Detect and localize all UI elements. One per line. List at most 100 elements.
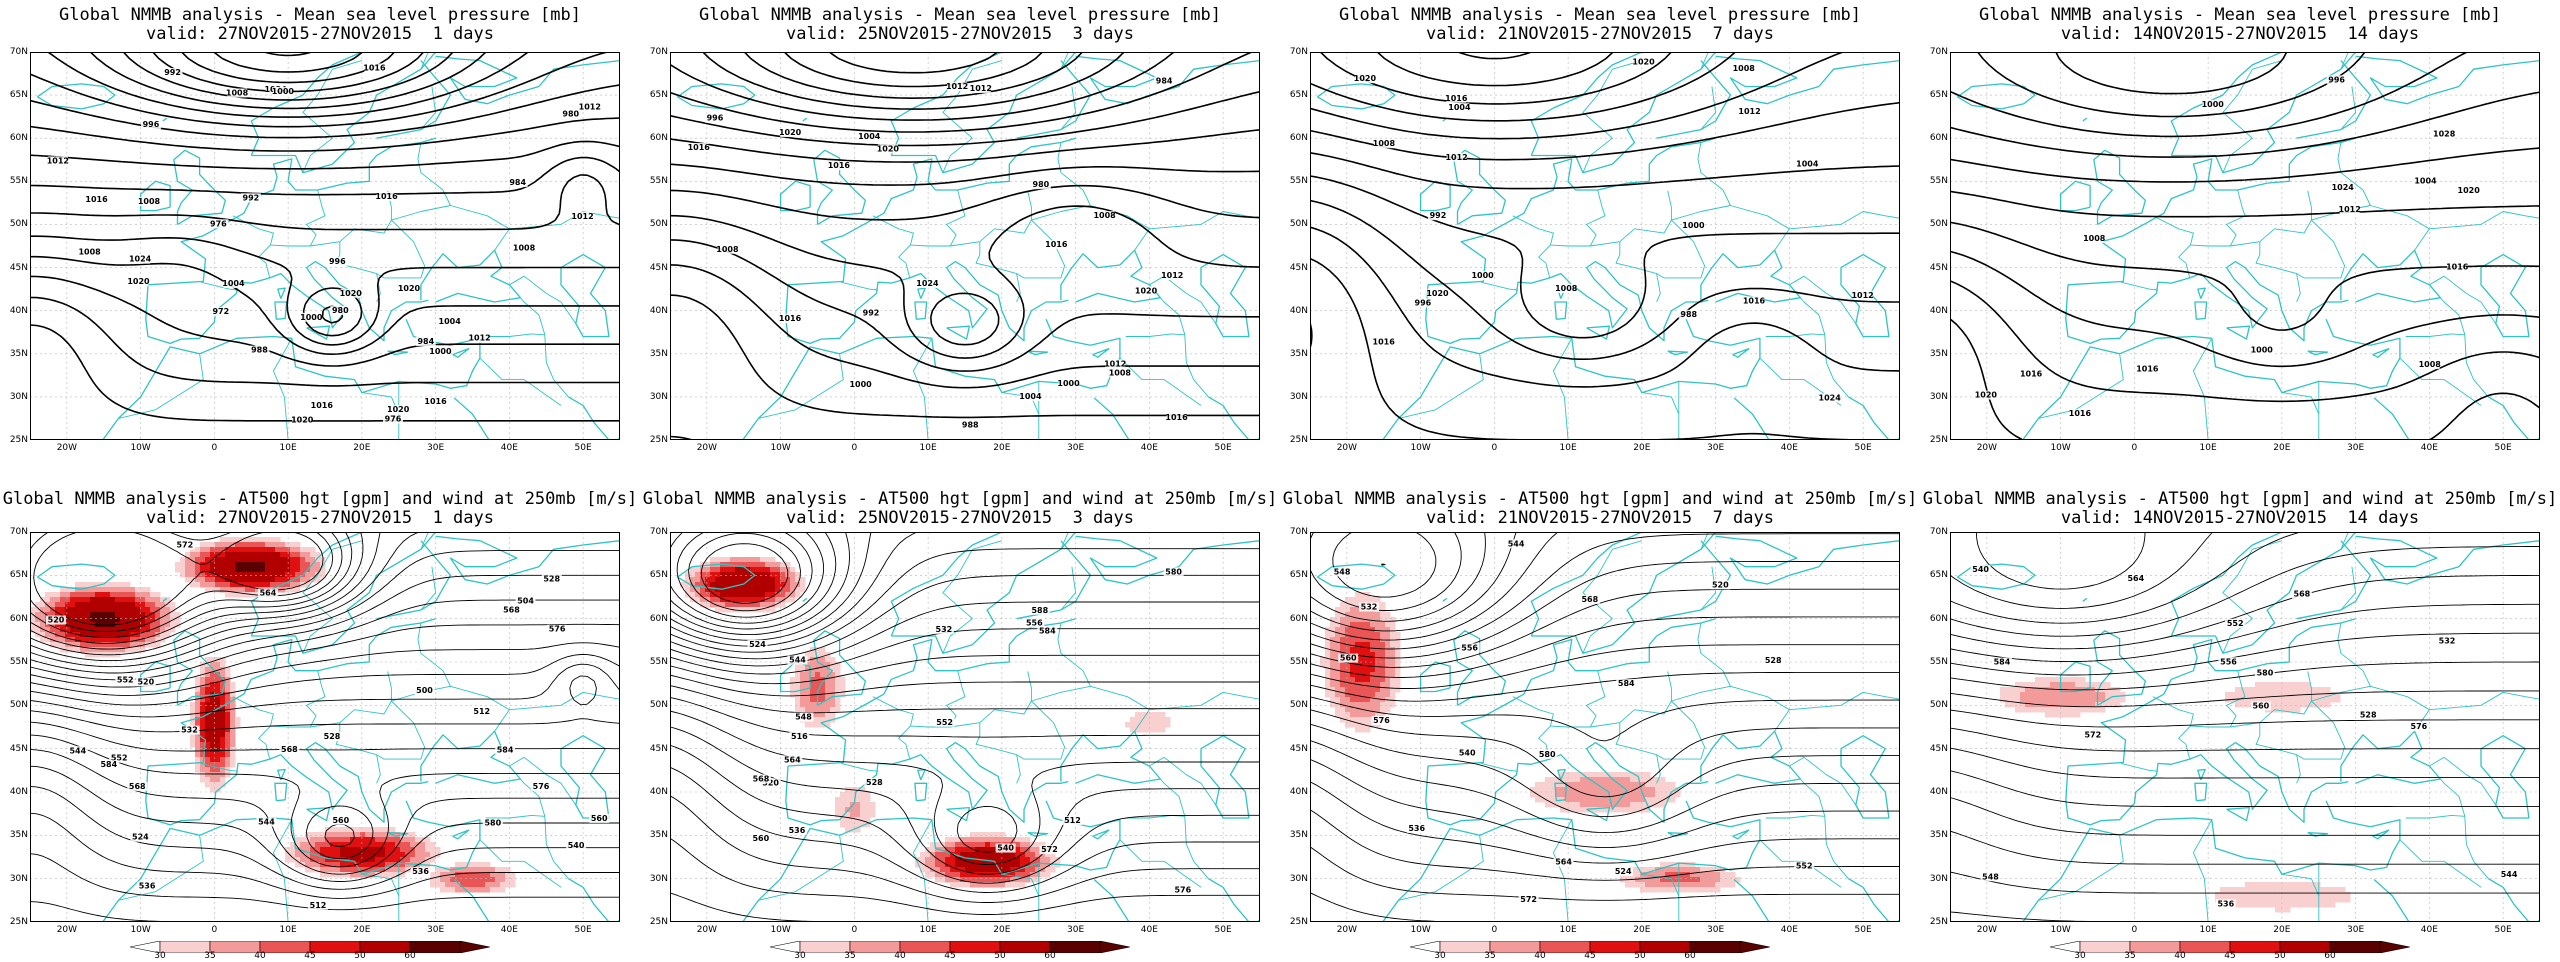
contour-584 [1950,911,2307,922]
contour-572 [1950,797,2540,836]
contour-576 [30,812,620,899]
contour-label: 1000 [300,313,323,322]
lon-tick-label: 50E [2494,443,2512,453]
lat-tick-label: 55N [9,176,28,187]
contour-528 [1310,533,1900,650]
contour-label: 976 [385,415,402,424]
contour-label: 548 [1334,567,1351,576]
contour-label: 1020 [387,405,410,414]
contour-label: 1016 [2020,369,2043,378]
contour-584 [30,901,209,922]
contour-label: 576 [1174,885,1191,894]
contour-label: 1008 [2419,360,2442,369]
contour-label: 516 [791,732,808,741]
contour-968 [213,52,363,73]
contour-label: 524 [1615,867,1632,876]
contour-label: 556 [1461,643,1478,652]
contour-1016 [1950,221,2540,331]
lon-tick-label: 20E [993,925,1011,935]
map-panel-mslp-2: Global NMMB analysis - Mean sea level pr… [640,0,1280,470]
contour-980 [783,52,1043,88]
wind-colorbar: 30 35 40 45 50 60 [1409,938,1790,962]
contour-548 [1310,671,1900,702]
lat-tick-label: 55N [649,176,668,187]
lat-tick-label: 70N [1289,527,1308,537]
colorbar-tick-label: 60 [1684,951,1696,961]
lon-tick-label: 50E [1214,925,1232,935]
lon-tick-label: 50E [2494,925,2512,935]
colorbar-tick-label: 45 [944,951,956,961]
panel-valid-date: valid: 21NOV2015-27NOV2015 7 days [1426,508,1774,528]
lat-tick-label: 45N [9,262,28,273]
lat-tick-label: 55N [1929,657,1948,667]
contour-1012 [1950,190,2540,218]
contour-label: 584 [1618,679,1635,688]
contour-1000 [30,117,620,152]
lat-tick-label: 60N [1289,133,1308,144]
lat-tick-label: 55N [1929,176,1948,187]
lon-tick-label: 20W [1336,443,1358,453]
contour-560 [1310,723,1900,818]
contour-lines [1950,532,2540,922]
colorbar-tick-label: 35 [204,951,216,961]
contour-label: 576 [1373,716,1390,725]
lon-tick-label: 20E [993,443,1011,453]
contour-label: 580 [1165,567,1182,576]
contour-label: 528 [1765,656,1782,665]
contour-528 [30,574,620,674]
contour-lines [1310,532,1900,922]
contour-532 [1310,561,1900,659]
contour-labels: 988 992 996 1000 1004 1008 1012 1016 1020 1020 100… [1354,57,1874,403]
contour-label: 532 [181,726,198,735]
contour-label: 536 [789,826,806,835]
map-frame [670,532,1260,922]
contour-984 [743,52,1083,99]
contour-label: 980 [332,306,349,315]
contour-label: 1000 [429,347,452,356]
lon-tick-label: 10W [130,443,151,453]
contour-992 [1319,52,1672,105]
lon-tick-label: 10W [770,443,791,453]
contour-label: 584 [1039,626,1056,635]
colorbar-tick-label: 50 [1634,951,1646,961]
lon-tick-label: 30E [1707,443,1725,453]
lon-tick-label: 10W [1410,925,1431,935]
contour-580 [670,837,1260,915]
coastlines [1957,532,2540,922]
lon-tick-label: 0 [851,443,858,453]
contour-label: 1008 [78,248,101,257]
lon-tick-label: 20E [1633,443,1651,453]
contour-label: 580 [1539,750,1556,759]
contour-label: 1020 [1632,58,1655,67]
contour-label: 1004 [439,317,462,326]
lat-tick-label: 40N [9,305,28,316]
contour-528 [670,548,1260,653]
contour-988 [1376,52,1614,87]
contour-544 [1310,644,1900,689]
contour-label: 1020 [127,277,150,286]
contour-976 [828,52,998,74]
contour-label: 580 [484,818,501,827]
map-canvas: 528 532 536 540 544 548 552 556 560 564 568 572 576 5… [1950,532,2540,922]
contour-label: 572 [176,541,193,550]
map-panel-z500-2: Global NMMB analysis - AT500 hgt [gpm] a… [640,484,1280,962]
map-panel-z500-1: Global NMMB analysis - AT500 hgt [gpm] a… [0,484,640,962]
contour-label: 1000 [272,87,295,96]
contour-label: 988 [962,420,979,429]
contour-540 [670,628,1260,675]
lon-tick-label: 40E [1780,925,1798,935]
contour-label: 568 [753,774,770,783]
contour-label: 560 [591,814,608,823]
lat-tick-label: 30N [9,391,28,402]
coastlines [1957,52,2540,440]
contour-580 [30,853,620,911]
map-frame [1950,52,2540,440]
map-canvas: 500 504 512 520 528 536 544 552 560 568 576 584 512 5… [30,532,620,922]
contour-label: 1004 [222,279,245,288]
contour-label: 984 [509,178,526,187]
wind-speed-shading [680,557,1171,888]
contour-label: 520 [1712,580,1729,589]
contour-label: 1012 [468,334,490,343]
map-plot: 980 984 988 992 996 1000 1004 1008 1012 1016 1020 1… [670,52,1260,440]
coastlines [1317,532,1900,922]
